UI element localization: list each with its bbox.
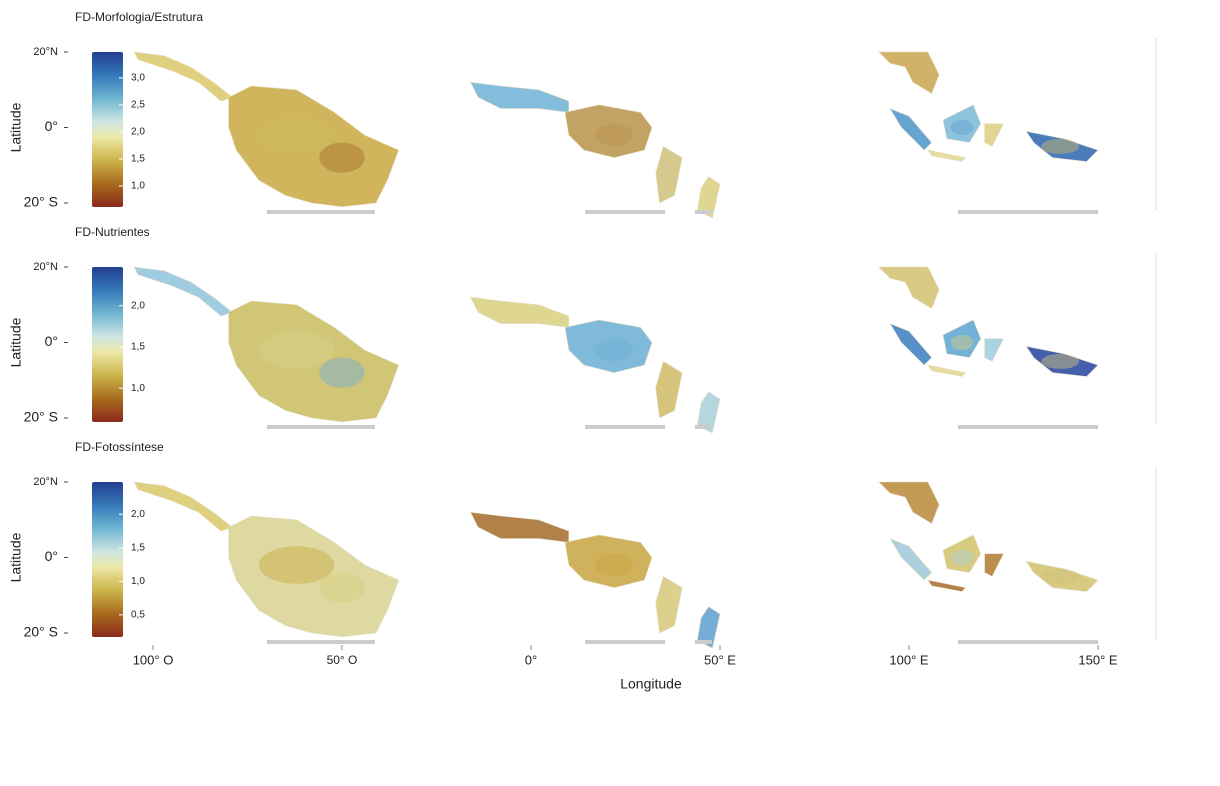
land-region [696, 176, 721, 219]
y-tick-label: 20° S [24, 409, 58, 425]
colorbar [92, 482, 123, 637]
land-region [878, 266, 940, 309]
land-region [469, 81, 570, 113]
colorbar-tick-label: 2,0 [131, 127, 145, 138]
x-axis-label: Longitude [620, 676, 682, 692]
land-region [469, 296, 570, 328]
land-region [655, 575, 683, 634]
colorbar [92, 52, 123, 207]
land-patch [258, 116, 335, 154]
land-region [927, 364, 967, 377]
y-tick-label: 20° S [24, 194, 58, 210]
colorbar-tick-label: 2,0 [131, 509, 145, 520]
y-tick-label: 20°N [33, 476, 58, 488]
land-region [1025, 345, 1099, 377]
x-tick-label: 50° O [327, 653, 358, 667]
map-panel [133, 253, 1157, 434]
y-axis-label: Latitude [8, 317, 24, 367]
land-region [228, 515, 400, 638]
y-tick-label: 20° S [24, 624, 58, 640]
land-region [1025, 560, 1099, 592]
land-region [133, 266, 234, 317]
land-region [469, 511, 570, 543]
land-patch [595, 123, 634, 147]
land-region [696, 606, 721, 649]
colorbar-tick-label: 2,0 [131, 300, 145, 311]
land-region [228, 300, 400, 423]
land-region [1025, 130, 1099, 162]
land-region [984, 553, 1004, 577]
panel-title: FD-Fotossíntese [75, 440, 164, 454]
y-tick-label: 0° [45, 333, 58, 349]
x-tick-label: 150° E [1078, 652, 1118, 667]
x-tick-label: 100° E [889, 652, 929, 667]
land-patch [595, 553, 634, 577]
y-tick-label: 0° [45, 118, 58, 134]
land-region [942, 319, 982, 358]
panel-title: FD-Nutrientes [75, 225, 150, 239]
colorbar-tick-label: 0,5 [131, 609, 145, 620]
land-region [228, 85, 400, 208]
land-region [564, 534, 653, 589]
land-patch [1041, 568, 1080, 584]
land-region [927, 579, 967, 592]
land-region [889, 537, 933, 581]
land-patch [258, 546, 335, 584]
land-region [655, 145, 683, 204]
land-patch [258, 331, 335, 369]
land-patch [319, 142, 365, 173]
colorbar-tick-label: 1,0 [131, 181, 145, 192]
land-region [696, 391, 721, 434]
land-region [133, 51, 234, 102]
colorbar-tick-label: 1,0 [131, 576, 145, 587]
y-axis-label: Latitude [8, 102, 24, 152]
y-tick-label: 0° [45, 548, 58, 564]
colorbar-tick-label: 1,5 [131, 342, 145, 353]
map-panel [133, 38, 1157, 219]
land-region [984, 123, 1004, 147]
land-region [942, 534, 982, 573]
land-region [984, 338, 1004, 362]
x-tick-label: 0° [525, 652, 537, 667]
land-region [133, 481, 234, 532]
land-patch [319, 357, 365, 388]
x-tick-label: 100° O [133, 652, 174, 667]
colorbar-tick-label: 3,0 [131, 73, 145, 84]
y-axis-label: Latitude [8, 532, 24, 582]
land-region [889, 107, 933, 151]
land-region [878, 51, 940, 94]
y-tick-label: 20°N [33, 261, 58, 273]
colorbar-tick-label: 1,5 [131, 154, 145, 165]
land-patch [595, 338, 634, 362]
land-region [878, 481, 940, 524]
land-patch [950, 119, 974, 136]
land-patch [950, 334, 974, 351]
land-region [564, 319, 653, 374]
land-region [942, 104, 982, 143]
land-region [889, 322, 933, 366]
land-region [927, 149, 967, 162]
colorbar-tick-label: 1,5 [131, 542, 145, 553]
land-patch [319, 572, 365, 603]
y-tick-label: 20°N [33, 46, 58, 58]
panel-title: FD-Morfologia/Estrutura [75, 10, 203, 24]
map-panel [133, 468, 1157, 649]
colorbar-tick-label: 2,5 [131, 100, 145, 111]
land-region [655, 360, 683, 419]
land-patch [1041, 353, 1080, 369]
land-patch [950, 549, 974, 566]
x-tick-label: 50° E [704, 652, 736, 667]
land-region [564, 104, 653, 159]
colorbar-tick-label: 1,0 [131, 383, 145, 394]
colorbar [92, 267, 123, 422]
land-patch [1041, 138, 1080, 154]
